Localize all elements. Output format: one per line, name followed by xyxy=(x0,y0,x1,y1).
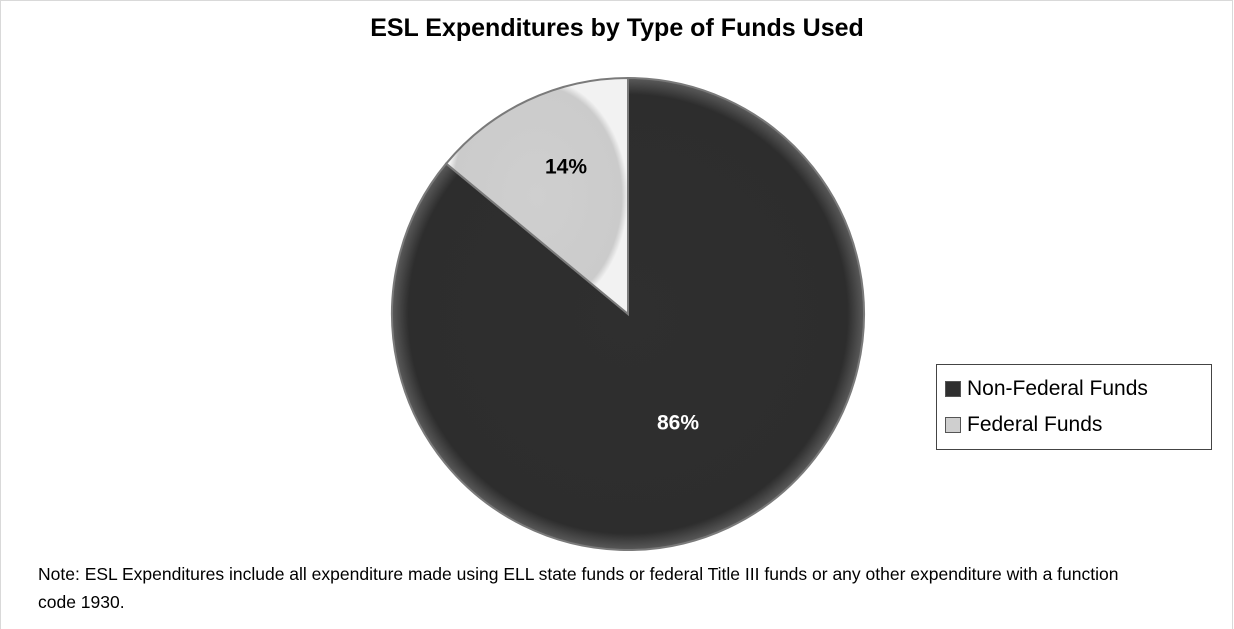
chart-title: ESL Expenditures by Type of Funds Used xyxy=(370,14,864,42)
legend-swatch-non-federal xyxy=(945,381,961,397)
legend-label-non-federal: Non-Federal Funds xyxy=(967,377,1148,400)
slice-label-federal-funds: 14% xyxy=(545,156,587,179)
slice-label-non-federal-funds: 86% xyxy=(657,412,699,435)
legend-swatch-federal xyxy=(945,417,961,433)
legend-item-non-federal: Non-Federal Funds xyxy=(945,371,1203,407)
pie-slice-federal-funds xyxy=(444,76,629,317)
chart-legend: Non-Federal Funds Federal Funds xyxy=(936,364,1212,450)
legend-item-federal: Federal Funds xyxy=(945,407,1203,443)
legend-label-federal: Federal Funds xyxy=(967,413,1103,436)
footnote: Note: ESL Expenditures include all expen… xyxy=(38,564,1119,612)
